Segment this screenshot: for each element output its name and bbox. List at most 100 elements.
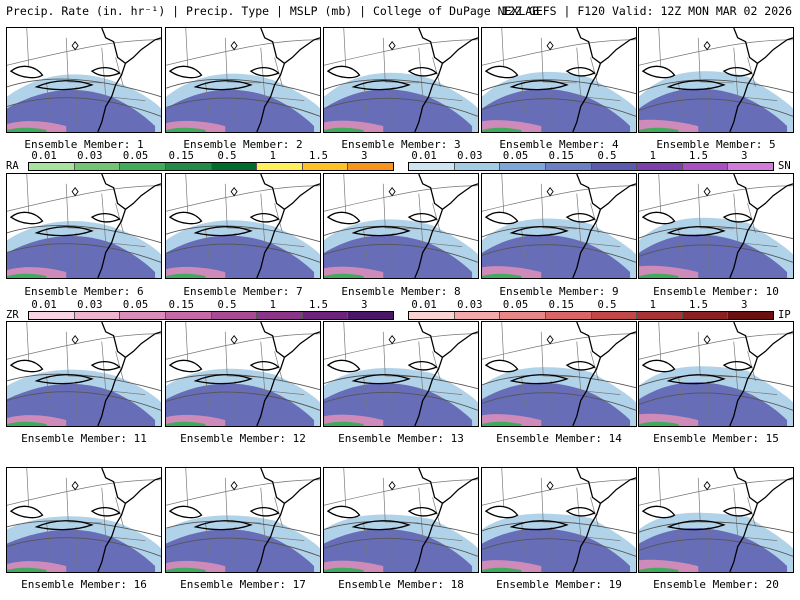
state-borders bbox=[639, 28, 793, 127]
legend-sn-colorbar bbox=[408, 162, 774, 171]
legend-ra-swatch bbox=[74, 163, 121, 170]
state-borders bbox=[482, 28, 636, 127]
legend-ip-tick: 0.01 bbox=[411, 299, 437, 311]
coastline bbox=[168, 468, 320, 572]
low-pressure-marker bbox=[230, 187, 238, 197]
legend-ip-tick: 0.03 bbox=[457, 299, 483, 311]
ensemble-panel-8 bbox=[323, 173, 479, 279]
isobars bbox=[639, 521, 793, 557]
snow-core bbox=[639, 528, 788, 572]
coastline bbox=[484, 322, 636, 426]
legend-sn-tick: 0.01 bbox=[411, 150, 437, 162]
legend-ra-colorbar bbox=[28, 162, 394, 171]
snow-core bbox=[639, 88, 788, 132]
rain-band bbox=[482, 273, 522, 278]
legend-ra-tick: 3 bbox=[361, 150, 368, 162]
legend-sn-type: SN bbox=[778, 160, 791, 172]
low-pressure-marker bbox=[703, 335, 711, 345]
rain-band bbox=[639, 127, 679, 132]
ensemble-member-label: Ensemble Member: 6 bbox=[24, 285, 144, 298]
snow-core bbox=[482, 234, 631, 278]
ensemble-member-label: Ensemble Member: 7 bbox=[183, 285, 303, 298]
rain-band bbox=[324, 127, 364, 132]
header-right: 12Z GEFS | F120 Valid: 12Z MON MAR 02 20… bbox=[501, 4, 792, 18]
legend-ra-tick: 0.01 bbox=[31, 150, 57, 162]
rain-band bbox=[482, 421, 522, 426]
rain-band bbox=[166, 273, 206, 278]
legend-zr-tick: 1 bbox=[269, 299, 276, 311]
legend-sn-swatch bbox=[545, 163, 592, 170]
legend-ip-tick: 0.5 bbox=[597, 299, 617, 311]
state-borders bbox=[482, 322, 636, 421]
low-pressure-marker bbox=[703, 187, 711, 197]
rain-band bbox=[166, 567, 206, 572]
ensemble-panel-18 bbox=[323, 467, 479, 573]
snow-core bbox=[639, 234, 788, 278]
isobars bbox=[482, 225, 636, 263]
legend-sn-tick: 0.05 bbox=[502, 150, 529, 162]
legend-ip-swatch bbox=[637, 312, 683, 319]
legend-ip-tick: 1.5 bbox=[689, 299, 708, 311]
legend-ip-swatch bbox=[454, 312, 501, 319]
low-pressure-marker bbox=[388, 41, 396, 51]
ensemble-member-label: Ensemble Member: 9 bbox=[499, 285, 619, 298]
isobars bbox=[639, 79, 793, 117]
legend-zr-tick: 1.5 bbox=[309, 299, 328, 311]
ensemble-panel-17 bbox=[165, 467, 321, 573]
state-borders bbox=[7, 174, 161, 273]
low-pressure-marker bbox=[388, 481, 396, 491]
ensemble-member-label: Ensemble Member: 3 bbox=[341, 138, 461, 151]
snow-core bbox=[7, 235, 156, 278]
coastline bbox=[9, 322, 161, 426]
legend-ra-tick: 0.03 bbox=[77, 150, 103, 162]
legend-ip-tick: 3 bbox=[741, 299, 748, 311]
snow-core bbox=[482, 528, 631, 572]
rain-band bbox=[7, 127, 47, 132]
rain-band bbox=[482, 127, 522, 132]
isobars bbox=[166, 78, 320, 117]
legend-ra-tick: 1.5 bbox=[309, 150, 328, 162]
state-borders bbox=[639, 322, 793, 421]
ensemble-panel-16 bbox=[6, 467, 162, 573]
legend-ip-swatch bbox=[591, 312, 638, 319]
snow-core bbox=[639, 382, 788, 426]
low-pressure-marker bbox=[71, 335, 79, 345]
ensemble-member-label: Ensemble Member: 18 bbox=[338, 578, 464, 591]
isobars bbox=[7, 225, 161, 263]
low-pressure-marker bbox=[71, 481, 79, 491]
isobars bbox=[324, 79, 478, 117]
snow-core bbox=[166, 89, 315, 132]
ensemble-panel-12 bbox=[165, 321, 321, 427]
coastline bbox=[9, 174, 161, 278]
legend-ip-swatch bbox=[682, 312, 729, 319]
legend-ra-type: RA bbox=[6, 160, 19, 172]
legend-zr-swatch bbox=[257, 312, 303, 319]
legend-zr-swatch bbox=[302, 312, 349, 319]
legend-zr-swatch bbox=[348, 312, 393, 319]
ensemble-member-label: Ensemble Member: 17 bbox=[180, 578, 306, 591]
ensemble-panel-11 bbox=[6, 321, 162, 427]
snow-core bbox=[7, 383, 156, 426]
rain-band bbox=[166, 127, 206, 132]
coastline bbox=[326, 468, 478, 572]
ensemble-panel-20 bbox=[638, 467, 794, 573]
rain-band bbox=[639, 421, 679, 426]
legend-zr-type: ZR bbox=[6, 309, 19, 321]
legend-sn-swatch bbox=[409, 163, 455, 170]
snow-core bbox=[166, 383, 315, 426]
state-borders bbox=[482, 468, 636, 567]
ensemble-panel-3 bbox=[323, 27, 479, 133]
legend-sn-tick: 0.15 bbox=[548, 150, 574, 162]
state-borders bbox=[639, 174, 793, 273]
legend-ip-tick: 0.15 bbox=[548, 299, 574, 311]
ensemble-panel-5 bbox=[638, 27, 794, 133]
ensemble-member-label: Ensemble Member: 15 bbox=[653, 432, 779, 445]
ensemble-member-label: Ensemble Member: 11 bbox=[21, 432, 147, 445]
coastline bbox=[641, 468, 793, 572]
isobars bbox=[482, 79, 636, 117]
rain-band bbox=[7, 421, 47, 426]
legend-ra-swatch bbox=[120, 163, 166, 170]
rain-band bbox=[639, 567, 679, 572]
legend-sn-tick: 1 bbox=[649, 150, 656, 162]
coastline bbox=[326, 28, 478, 132]
